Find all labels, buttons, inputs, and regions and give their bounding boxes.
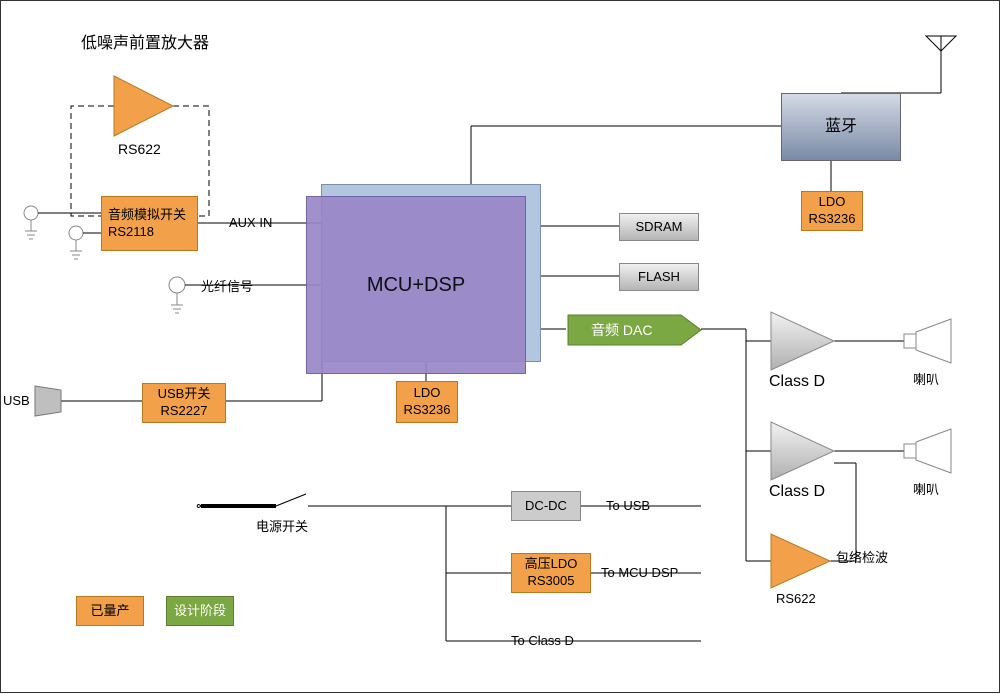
ldo-mcu-block: LDO RS3236	[396, 381, 458, 423]
flash-block: FLASH	[619, 263, 699, 291]
hvldo-line1: 高压LDO	[525, 556, 578, 573]
sdram-block: SDRAM	[619, 213, 699, 241]
usb-port-icon	[33, 384, 63, 418]
sdram-label: SDRAM	[636, 219, 683, 236]
usb-label: USB	[3, 393, 30, 408]
hvldo-line2: RS3005	[528, 573, 575, 590]
speaker1-icon	[901, 316, 956, 366]
power-switch-label: 电源开关	[256, 516, 308, 535]
speaker1-label: 喇叭	[913, 369, 939, 388]
legend-prod: 已量产	[76, 596, 144, 626]
audio-switch-line2: RS2118	[108, 224, 154, 241]
mcu-dsp-label: MCU+DSP	[367, 272, 465, 298]
rs622-top-label: RS622	[118, 141, 161, 157]
fiber-label: 光纤信号	[201, 276, 253, 295]
preamp-title: 低噪声前置放大器	[81, 29, 209, 53]
dcdc-block: DC-DC	[511, 491, 581, 521]
legend-design: 设计阶段	[166, 596, 234, 626]
hvldo-block: 高压LDO RS3005	[511, 553, 591, 593]
bluetooth-label: 蓝牙	[825, 117, 857, 138]
ldo-bt-line2: RS3236	[809, 211, 856, 228]
to-usb-label: To USB	[606, 498, 650, 513]
legend-design-label: 设计阶段	[174, 603, 226, 620]
classd2-label: Class D	[769, 483, 825, 501]
ldo-bt-block: LDO RS3236	[801, 191, 863, 231]
ldo-mcu-line1: LDO	[414, 385, 441, 402]
audio-switch-line1: 音频模拟开关	[108, 207, 186, 224]
to-mcu-label: To MCU DSP	[601, 565, 678, 580]
ldo-bt-line1: LDO	[819, 194, 846, 211]
env-desc-label: 包络检波	[836, 547, 888, 566]
to-classd-label: To Class D	[511, 633, 574, 648]
dcdc-label: DC-DC	[525, 498, 567, 515]
audio-switch-block: 音频模拟开关 RS2118	[101, 196, 198, 251]
env-name-label: RS622	[776, 591, 816, 606]
classd1-triangle-icon	[766, 309, 841, 373]
block-diagram: 低噪声前置放大器 RS622 音频模拟开关 RS2118 AUX IN 光纤信号…	[0, 0, 1000, 693]
usb-switch-line2: RS2227	[161, 403, 208, 420]
aux-in-label: AUX IN	[229, 215, 272, 230]
speaker2-label: 喇叭	[913, 479, 939, 498]
classd1-label: Class D	[769, 373, 825, 391]
mcu-dsp-block: MCU+DSP	[306, 196, 526, 374]
legend-prod-label: 已量产	[90, 603, 129, 620]
ldo-mcu-line2: RS3236	[404, 402, 451, 419]
usb-switch-line1: USB开关	[158, 386, 211, 403]
env-triangle-icon	[766, 531, 836, 591]
bluetooth-block: 蓝牙	[781, 93, 901, 161]
usb-switch-block: USB开关 RS2227	[142, 383, 226, 423]
classd2-triangle-icon	[766, 419, 841, 483]
preamp-triangle-icon	[106, 71, 181, 141]
flash-label: FLASH	[638, 269, 680, 286]
audio-dac-label: 音频 DAC	[591, 320, 652, 340]
speaker2-icon	[901, 426, 956, 476]
